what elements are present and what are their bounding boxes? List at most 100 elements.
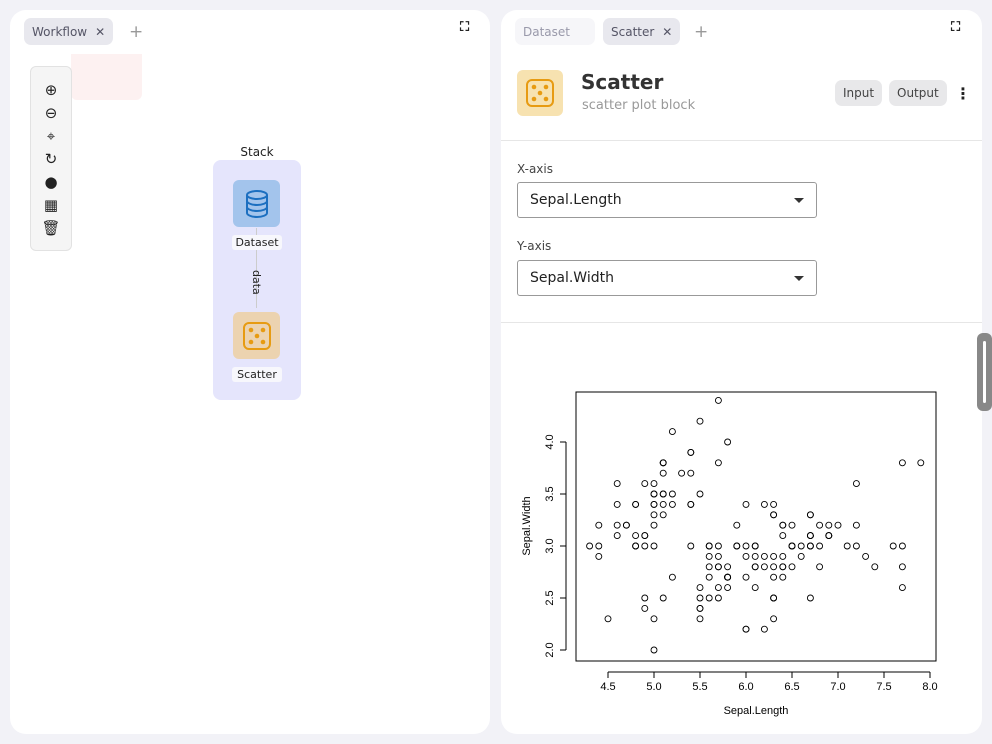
dataset-node[interactable] (233, 180, 280, 227)
data-point (797, 542, 805, 550)
data-point (806, 594, 814, 602)
data-point (825, 521, 833, 529)
x-tick-label: 6.5 (784, 681, 799, 693)
data-point (613, 532, 621, 540)
data-point (659, 511, 667, 519)
data-point (595, 521, 603, 529)
data-point (641, 542, 649, 550)
stack-group[interactable]: data Dataset Scatter (213, 160, 301, 400)
add-tab-button[interactable]: + (694, 22, 709, 42)
trash-icon[interactable]: 🗑 (41, 219, 61, 237)
data-point (659, 500, 667, 508)
center-icon[interactable]: ⌖ (46, 127, 56, 145)
data-point (705, 552, 713, 560)
data-point (760, 500, 768, 508)
data-point (714, 542, 722, 550)
data-point (659, 490, 667, 498)
data-point (632, 500, 640, 508)
data-point (632, 542, 640, 550)
tab-dataset[interactable]: Dataset (515, 18, 595, 45)
data-point (917, 459, 925, 467)
data-point (613, 480, 621, 488)
data-point (742, 500, 750, 508)
y-tick-label: 4.0 (544, 434, 556, 449)
y-tick-label: 2.0 (544, 642, 556, 657)
data-point (714, 584, 722, 592)
data-point (806, 532, 814, 540)
tab-workflow[interactable]: Workflow ✕ (24, 18, 114, 45)
data-point (595, 542, 603, 550)
data-point (843, 542, 851, 550)
data-point (668, 573, 676, 581)
data-point (650, 511, 658, 519)
add-circle-icon[interactable]: ● (44, 173, 58, 191)
data-point (696, 594, 704, 602)
data-point (852, 480, 860, 488)
data-point (641, 532, 649, 540)
scatter-node[interactable] (233, 312, 280, 359)
y-axis-select[interactable]: Sepal.Width (517, 260, 817, 296)
data-point (668, 428, 676, 436)
data-point (632, 532, 640, 540)
output-button[interactable]: Output (889, 80, 947, 106)
y-axis-title: Sepal.Width (521, 496, 533, 555)
add-tab-button[interactable]: + (129, 22, 144, 42)
data-point (760, 563, 768, 571)
data-point (641, 480, 649, 488)
fullscreen-icon[interactable]: ⛶ (951, 20, 961, 35)
tab-scatter[interactable]: Scatter ✕ (603, 18, 681, 45)
data-point (650, 490, 658, 498)
more-icon[interactable]: ⋮ (955, 84, 971, 103)
fullscreen-icon[interactable]: ⛶ (460, 20, 470, 35)
tab-label: Scatter (611, 24, 655, 39)
data-point (834, 521, 842, 529)
placeholder-block (71, 54, 142, 100)
x-axis-select[interactable]: Sepal.Length (517, 182, 817, 218)
caret-down-icon (794, 197, 804, 203)
data-point (779, 563, 787, 571)
scrollbar-handle[interactable] (977, 333, 992, 411)
close-icon[interactable]: ✕ (95, 24, 106, 39)
divider (501, 140, 982, 141)
stack-label: Stack (240, 145, 274, 159)
data-point (770, 563, 778, 571)
data-point (696, 417, 704, 425)
data-point (696, 615, 704, 623)
block-subtitle: scatter plot block (582, 98, 696, 113)
scatter-node-label: Scatter (232, 367, 282, 382)
close-icon[interactable]: ✕ (662, 24, 673, 39)
data-point (788, 521, 796, 529)
zoom-in-icon[interactable]: ⊕ (44, 81, 58, 99)
x-tick-label: 5.5 (692, 681, 707, 693)
data-point (898, 584, 906, 592)
refresh-icon[interactable]: ↻ (44, 150, 58, 168)
data-point (595, 552, 603, 560)
data-point (678, 469, 686, 477)
zoom-out-icon[interactable]: ⊖ (44, 104, 58, 122)
data-point (696, 490, 704, 498)
canvas-toolbar: ⊕ ⊖ ⌖ ↻ ● ▦ 🗑 (30, 66, 72, 251)
x-tick-label: 6.0 (738, 681, 753, 693)
x-axis-label: X-axis (517, 162, 553, 176)
data-point (733, 542, 741, 550)
dice-icon (242, 321, 271, 350)
data-point (650, 500, 658, 508)
data-point (779, 521, 787, 529)
data-point (705, 563, 713, 571)
data-point (641, 604, 649, 612)
data-point (825, 532, 833, 540)
layout-icon[interactable]: ▦ (43, 196, 59, 214)
y-axis-label: Y-axis (517, 239, 552, 253)
data-point (742, 542, 750, 550)
data-point (779, 573, 787, 581)
data-point (622, 521, 630, 529)
y-tick-label: 3.0 (544, 538, 556, 553)
divider (501, 322, 982, 323)
input-button[interactable]: Input (835, 80, 883, 106)
data-point (770, 615, 778, 623)
data-point (650, 646, 658, 654)
database-icon (245, 189, 268, 218)
data-point (770, 594, 778, 602)
data-point (724, 563, 732, 571)
